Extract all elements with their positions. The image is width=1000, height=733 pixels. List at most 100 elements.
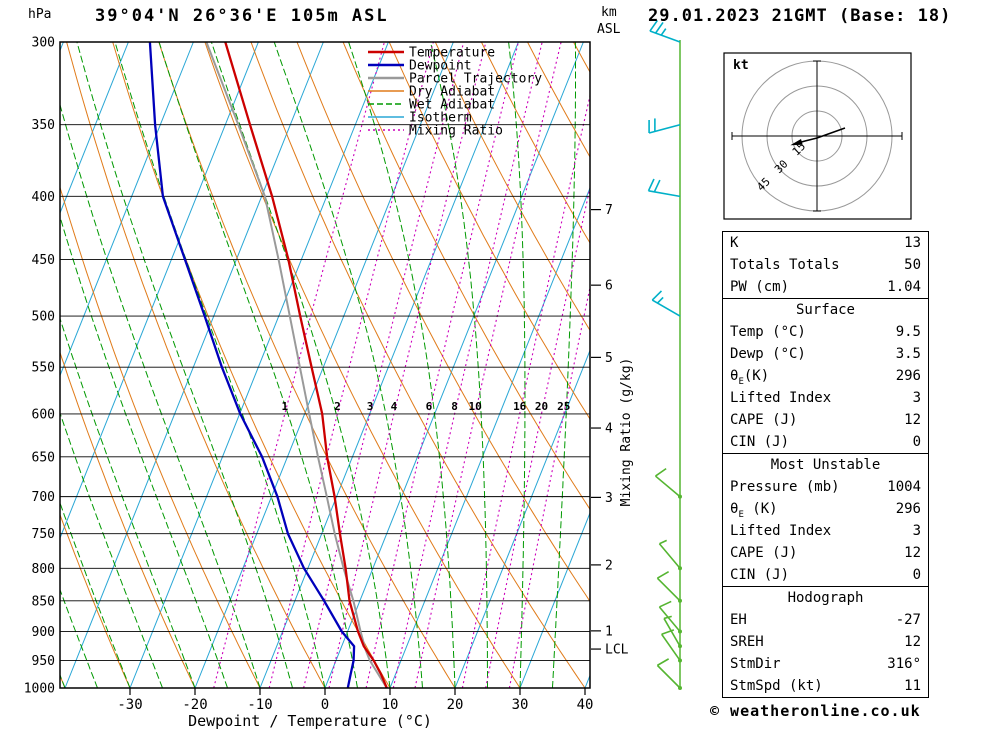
table-row: CIN (J) 0 xyxy=(723,431,928,453)
temp-tick-label: 30 xyxy=(512,697,529,713)
wet-adiabat-line xyxy=(76,42,293,688)
legend-label: Dry Adiabat xyxy=(409,85,495,100)
isotherm-line xyxy=(454,349,590,688)
temp-tick-label: 0 xyxy=(321,697,329,713)
km-tick-label: 7 xyxy=(605,203,613,218)
mixing-ratio-value: 10 xyxy=(468,400,481,413)
km-tick-label: 5 xyxy=(605,351,613,366)
isotherm-line xyxy=(259,42,519,688)
pressure-tick-label: 300 xyxy=(32,36,55,51)
plot-border xyxy=(59,41,591,689)
isotherm-line xyxy=(60,42,259,540)
wind-barb xyxy=(647,178,681,198)
dewpoint-curve xyxy=(148,42,356,688)
km-tick-label: 4 xyxy=(605,422,613,437)
mixing-ratio-line xyxy=(485,185,590,688)
barb-shaft xyxy=(660,633,681,661)
mixing-ratio-line xyxy=(213,42,385,688)
row-value: 1.04 xyxy=(887,279,921,295)
copyright: © weatheronline.co.uk xyxy=(710,702,921,720)
wet-adiabat-line xyxy=(210,42,391,688)
temp-tick-label: 20 xyxy=(447,697,464,713)
wind-barb xyxy=(656,570,682,603)
row-value: 9.5 xyxy=(895,324,921,340)
pressure-tick-label: 450 xyxy=(32,253,55,268)
barb-shaft xyxy=(654,475,681,498)
row-value: 3.5 xyxy=(895,346,921,362)
temp-tick-label: -30 xyxy=(117,697,142,713)
hodograph-trace xyxy=(797,127,846,144)
row-label: EH xyxy=(730,612,747,628)
row-label: Temp (°C) xyxy=(730,324,806,340)
barb-feather xyxy=(649,19,659,32)
wet-adiabat-line xyxy=(508,42,526,688)
lcl-label: LCL xyxy=(605,643,629,658)
mixing-ratio-value: 1 xyxy=(281,400,288,413)
mixing-ratio-line xyxy=(328,42,487,688)
barb-half-feather xyxy=(656,296,664,304)
row-value: -27 xyxy=(895,612,921,628)
row-label: CIN (J) xyxy=(730,434,790,450)
barb-shaft xyxy=(658,606,681,632)
km-tick-label: 1 xyxy=(605,624,613,639)
table-row: StmDir 316° xyxy=(723,653,928,675)
wind-profile-staff xyxy=(647,19,682,690)
temp-tick-label: -10 xyxy=(247,697,272,713)
isotherm-line xyxy=(324,42,584,688)
wet-adiabat-line xyxy=(60,588,98,688)
barb-base-dot xyxy=(678,494,682,499)
barb-feather xyxy=(651,290,663,301)
row-label: K xyxy=(730,235,739,251)
hodograph-ring-label: 30 xyxy=(772,157,791,176)
legend-label: Temperature xyxy=(409,46,495,61)
table-row: SREH 12 xyxy=(723,631,928,653)
row-value: 11 xyxy=(904,678,921,694)
mixing-ratio-line xyxy=(414,42,562,688)
barb-feather xyxy=(659,600,672,608)
barb-half-feather xyxy=(659,539,668,545)
temp-tick-label: 40 xyxy=(577,697,594,713)
skewt-background-grid: 1 2 3 4 6 8 10 16 20 25 xyxy=(60,42,590,688)
barb-shaft xyxy=(648,123,681,134)
wind-barb xyxy=(658,539,682,571)
km-tick-label: 3 xyxy=(605,491,613,506)
pressure-tick-label: 800 xyxy=(32,562,55,577)
mixing-ratio-value: 16 xyxy=(513,400,527,413)
wet-adiabat-line xyxy=(60,316,196,688)
row-value: 3 xyxy=(912,523,921,539)
pressure-tick-label: 950 xyxy=(32,654,55,669)
row-label: PW (cm) xyxy=(730,279,790,295)
row-value: 12 xyxy=(904,634,921,650)
table-row: EH -27 xyxy=(723,609,928,631)
isotherm-line xyxy=(194,42,454,688)
row-label: Pressure (mb) xyxy=(730,479,840,495)
dry-adiabat-line xyxy=(60,513,131,688)
barb-half-feather xyxy=(660,28,667,36)
barb-shaft xyxy=(649,30,681,43)
pressure-tick-label: 1000 xyxy=(24,682,55,697)
station-title: 39°04'N 26°36'E 105m ASL xyxy=(95,6,389,26)
pressure-tick-label: 850 xyxy=(32,594,55,609)
barb-feather xyxy=(655,467,667,477)
pressure-tick-label: 350 xyxy=(32,118,55,133)
run-title: 29.01.2023 21GMT (Base: 18) xyxy=(648,6,952,26)
barb-half-feather xyxy=(663,615,672,620)
hodograph-unit-label: kt xyxy=(733,58,749,73)
barb-feather xyxy=(647,178,655,192)
table-row: Lifted Index 3 xyxy=(723,387,928,409)
km-tick-label: 2 xyxy=(605,558,613,573)
wind-barb xyxy=(660,629,682,663)
barb-shaft xyxy=(663,618,681,647)
wet-adiabat-line xyxy=(60,411,163,688)
barb-shaft xyxy=(656,577,681,602)
barb-feather xyxy=(653,179,661,193)
hodograph-frame xyxy=(723,52,912,220)
row-value: 12 xyxy=(904,412,921,428)
pressure-tick-label: 400 xyxy=(32,190,55,205)
table-row: K 13 xyxy=(723,232,928,254)
barb-feather xyxy=(656,570,670,579)
barb-feather xyxy=(654,21,664,34)
pressure-unit-label: hPa xyxy=(28,7,51,22)
